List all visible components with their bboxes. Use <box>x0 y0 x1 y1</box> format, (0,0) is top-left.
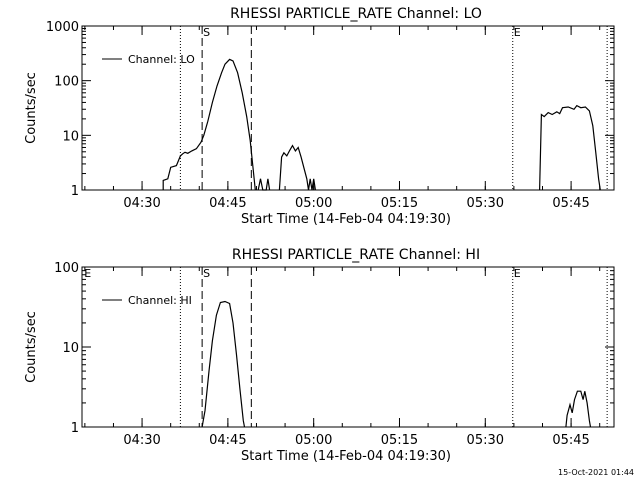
y-tick-label: 10 <box>62 129 79 144</box>
legend-label-hi: Channel: HI <box>128 294 192 307</box>
x-tick-label: 05:45 <box>552 433 589 448</box>
y-tick-label: 100 <box>54 75 79 90</box>
series-line-lo <box>278 144 316 191</box>
series-line-hi <box>565 390 592 428</box>
y-tick-label: 1 <box>71 421 79 436</box>
lo-channel-panel: RHESSI PARTICLE_RATE Channel: LO Start T… <box>24 6 615 227</box>
plot-frame-hi <box>81 266 615 428</box>
series-line-lo <box>257 178 271 191</box>
y-tick-label: 10 <box>62 341 79 356</box>
y-tick-label: 1 <box>71 184 79 199</box>
x-tick-label: 05:00 <box>295 433 332 448</box>
x-tick-label: 04:45 <box>209 433 246 448</box>
x-tick-label: 05:15 <box>381 196 418 211</box>
y-tick-label: 100 <box>54 261 79 276</box>
x-tick-label: 05:00 <box>295 196 332 211</box>
plot-frame-lo <box>81 25 615 191</box>
x-tick-label: 05:15 <box>381 433 418 448</box>
x-tick-label: 04:30 <box>123 433 160 448</box>
legend-label-lo: Channel: LO <box>128 53 195 66</box>
chart-title-hi: RHESSI PARTICLE_RATE Channel: HI <box>232 247 480 263</box>
x-tick-label: 05:45 <box>552 196 589 211</box>
y-axis-label-hi: Counts/sec <box>24 311 39 383</box>
plot-timestamp: 15-Oct-2021 01:44 <box>558 468 634 477</box>
chart-title-lo: RHESSI PARTICLE_RATE Channel: LO <box>230 6 482 22</box>
marker-label: E <box>514 26 521 39</box>
marker-label: E <box>514 267 521 280</box>
y-tick-label: 1000 <box>46 20 79 35</box>
x-axis-label-hi: Start Time (14-Feb-04 04:19:30) <box>241 449 451 464</box>
x-tick-label: 04:45 <box>209 196 246 211</box>
x-tick-label: 04:30 <box>123 196 160 211</box>
y-axis-label-lo: Counts/sec <box>24 72 39 144</box>
x-tick-label: 05:30 <box>467 433 504 448</box>
x-axis-label-lo: Start Time (14-Feb-04 04:19:30) <box>241 212 451 227</box>
series-line-lo <box>539 104 601 191</box>
marker-label: E <box>84 267 91 280</box>
series-line-hi <box>201 300 246 428</box>
marker-label: S <box>203 26 210 39</box>
marker-label: S <box>203 267 210 280</box>
x-tick-label: 05:30 <box>467 196 504 211</box>
hi-channel-panel: RHESSI PARTICLE_RATE Channel: HI Start T… <box>24 247 615 464</box>
series-line-lo <box>162 58 256 191</box>
